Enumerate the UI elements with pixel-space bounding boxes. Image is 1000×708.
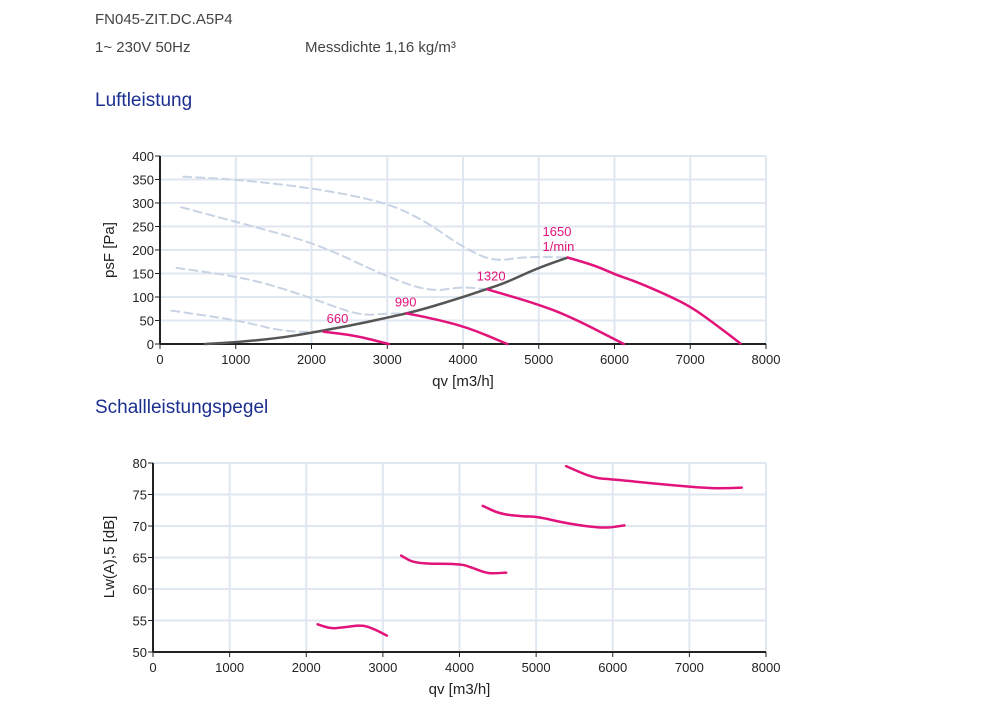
section-title-sound-power: Schallleistungspegel (95, 397, 269, 418)
sound-ytick-label: 50 (133, 645, 147, 660)
sound-ytick-label: 80 (133, 456, 147, 471)
sound-xtick-label: 5000 (522, 660, 551, 675)
air-curve-label-1650: 1650 (543, 224, 572, 239)
sound-xtick-label: 7000 (675, 660, 704, 675)
air-series-990 (405, 312, 509, 346)
air-series-1650 (566, 256, 742, 345)
air-ytick-label: 150 (132, 267, 154, 282)
air-x-axis-label: qv [m3/h] (432, 373, 494, 390)
sound-ytick-label: 65 (133, 551, 147, 566)
model-name: FN045-ZIT.DC.A5P4 (95, 11, 233, 28)
sound-xtick-label: 8000 (752, 660, 781, 675)
air-y-axis-label: psF [Pa] (101, 222, 118, 278)
air-series-stall-660 (170, 309, 325, 333)
air-ytick-label: 350 (132, 173, 154, 188)
air-series-stall-990 (175, 266, 408, 316)
air-xtick-label: 2000 (297, 352, 326, 367)
sound-y-axis-label: Lw(A),5 [dB] (101, 516, 118, 599)
sound-xtick-label: 2000 (292, 660, 321, 675)
air-xtick-label: 5000 (524, 352, 553, 367)
air-ytick-label: 200 (132, 243, 154, 258)
supply-voltage: 1~ 230V 50Hz (95, 39, 191, 56)
air-ytick-label: 300 (132, 196, 154, 211)
air-ytick-label: 250 (132, 220, 154, 235)
section-title-air-performance: Luftleistung (95, 90, 193, 111)
sound-xtick-label: 4000 (445, 660, 474, 675)
sound-ytick-label: 75 (133, 488, 147, 503)
air-xtick-label: 8000 (752, 352, 781, 367)
air-xtick-label: 3000 (373, 352, 402, 367)
air-series-system (203, 256, 570, 346)
sound-ytick-label: 55 (133, 614, 147, 629)
sound-series-1320 (481, 504, 626, 529)
air-ytick-label: 400 (132, 149, 154, 164)
air-curve-label-660: 660 (327, 311, 349, 326)
air-series-stall-1650 (182, 175, 569, 261)
air-series-1320 (486, 288, 626, 346)
air-curve-unit-label: 1/min (543, 239, 575, 254)
air-series-stall-1320 (180, 206, 489, 291)
air-xtick-label: 6000 (600, 352, 629, 367)
measurement-density: Messdichte 1,16 kg/m³ (305, 39, 456, 56)
sound-series-660 (316, 623, 389, 637)
sound-series-1650 (564, 464, 743, 490)
sound-x-axis-label: qv [m3/h] (429, 681, 491, 698)
air-ytick-label: 100 (132, 290, 154, 305)
sound-ytick-label: 70 (133, 519, 147, 534)
air-xtick-label: 4000 (449, 352, 478, 367)
air-xtick-label: 7000 (676, 352, 705, 367)
air-xtick-label: 0 (156, 352, 163, 367)
sound-ytick-label: 60 (133, 582, 147, 597)
air-ytick-label: 50 (140, 314, 154, 329)
sound-xtick-label: 3000 (368, 660, 397, 675)
sound-xtick-label: 6000 (598, 660, 627, 675)
air-curve-label-1320: 1320 (477, 269, 506, 284)
sound-series-990 (399, 554, 508, 575)
air-xtick-label: 1000 (221, 352, 250, 367)
sound-xtick-label: 0 (149, 660, 156, 675)
air-series-660 (322, 330, 391, 346)
air-curve-label-990: 990 (395, 294, 417, 309)
sound-xtick-label: 1000 (215, 660, 244, 675)
air-ytick-label: 0 (147, 337, 154, 352)
